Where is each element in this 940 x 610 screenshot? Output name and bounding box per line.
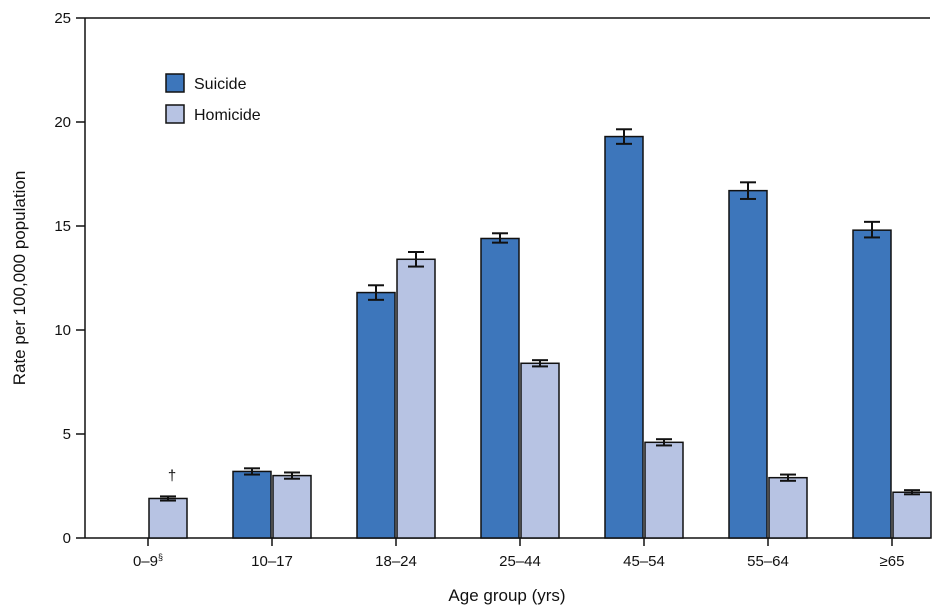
error-bar-suicide-25-44 — [492, 232, 508, 244]
bar-homicide-45-54 — [644, 441, 684, 539]
x-tick-label: 25–44 — [499, 553, 541, 570]
error-bar-homicide-45-54 — [656, 438, 672, 447]
legend-label-homicide: Homicide — [194, 107, 261, 124]
bar-homicide-55-64 — [768, 476, 808, 539]
error-bar-suicide-45-54 — [616, 128, 632, 145]
y-tick-label: 10 — [54, 322, 71, 339]
bar-homicide-0-9 — [148, 497, 188, 539]
y-tick-label: 15 — [54, 218, 71, 235]
bars — [148, 135, 932, 539]
error-bar-suicide-55-64 — [740, 181, 756, 200]
bar-homicide-10-17 — [272, 474, 312, 539]
x-tick-label: ≥65 — [880, 553, 905, 570]
x-axis-label: Age group (yrs) — [448, 586, 565, 605]
error-bar-homicide-25-44 — [532, 359, 548, 368]
y-tick-label: 5 — [63, 426, 71, 443]
x-tick-label: 10–17 — [251, 553, 293, 570]
bar-homicide-18-24 — [396, 258, 436, 539]
bar-suicide-18-24 — [356, 291, 396, 539]
x-tick-label: 0–9§ — [133, 552, 163, 570]
y-tick-label: 0 — [63, 530, 71, 547]
legend: Suicide Homicide — [165, 73, 261, 124]
legend-swatch-suicide — [165, 73, 185, 93]
error-bar-suicide-10-17 — [244, 467, 260, 476]
bar-homicide-25-44 — [520, 362, 560, 539]
x-axis-ticks: 0–9§ 10–17 18–24 25–44 45–54 55–64 ≥65 — [133, 538, 904, 570]
error-bar-homicide-18-24 — [408, 251, 424, 268]
bar-suicide-65 — [852, 229, 892, 539]
error-bar-homicide-0-9 — [160, 495, 176, 502]
y-tick-label: 20 — [54, 114, 71, 131]
y-axis-ticks: 0 5 10 15 20 25 — [54, 10, 85, 547]
plot-area: 0 5 10 15 20 25 0–9§ 10–17 18–24 25–44 45–54 55–64… — [54, 10, 932, 570]
bar-suicide-45-54 — [604, 135, 644, 539]
error-bar-homicide-10-17 — [284, 471, 300, 480]
bar-homicide-65 — [892, 491, 932, 539]
error-bars — [160, 128, 920, 502]
error-bar-homicide-65 — [904, 489, 920, 496]
error-bar-suicide-65 — [864, 220, 880, 239]
error-bar-homicide-55-64 — [780, 473, 796, 482]
bar-suicide-10-17 — [232, 470, 272, 539]
annotation-dagger: † — [168, 467, 176, 484]
x-tick-label: 45–54 — [623, 553, 665, 570]
error-bar-suicide-18-24 — [368, 284, 384, 301]
y-axis-label: Rate per 100,000 population — [10, 171, 29, 386]
y-tick-label: 25 — [54, 10, 71, 27]
annotations: † — [168, 467, 176, 484]
bar-suicide-25-44 — [480, 237, 520, 539]
bar-suicide-55-64 — [728, 189, 768, 539]
x-tick-label: 18–24 — [375, 553, 417, 570]
legend-swatch-homicide — [165, 104, 185, 124]
x-tick-label: 55–64 — [747, 553, 789, 570]
legend-label-suicide: Suicide — [194, 76, 247, 93]
